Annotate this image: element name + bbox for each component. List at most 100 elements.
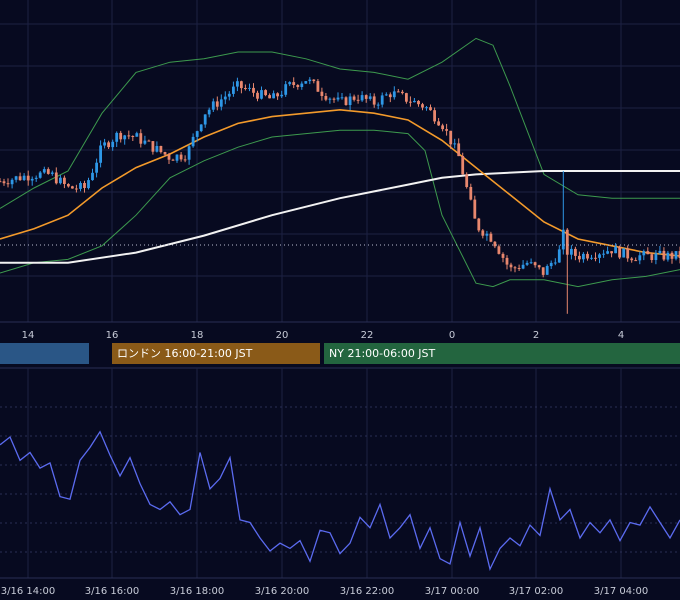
candle-body	[183, 159, 187, 161]
candle-body	[561, 229, 565, 250]
candle-body	[360, 95, 364, 101]
candle-body	[586, 253, 589, 259]
candle-body	[606, 251, 609, 254]
bollinger-bands	[0, 37, 680, 288]
candle-body	[248, 87, 251, 89]
price-axis-tick: 0	[449, 330, 455, 341]
candlesticks	[0, 77, 680, 314]
candle-body	[638, 255, 642, 261]
candle-body	[497, 246, 501, 254]
candle-body	[642, 251, 646, 256]
candle-body	[115, 132, 119, 142]
candle-body	[219, 99, 223, 107]
candle-body	[203, 114, 207, 125]
candle-body	[626, 248, 630, 259]
candle-body	[521, 264, 525, 269]
price-axis-tick: 4	[618, 330, 624, 341]
candle-body	[50, 172, 54, 174]
candle-body	[0, 181, 2, 183]
osc-axis-tick: 3/16 14:00	[1, 586, 55, 597]
candle-body	[602, 253, 605, 255]
candle-body	[630, 258, 634, 261]
candle-body	[38, 172, 42, 178]
candle-body	[284, 84, 288, 95]
candle-body	[529, 262, 533, 264]
candle-body	[276, 93, 279, 97]
osc-axis-tick: 3/16 22:00	[340, 586, 394, 597]
candle-body	[465, 174, 469, 187]
candle-body	[413, 100, 416, 103]
candle-body	[670, 252, 674, 259]
candle-body	[155, 146, 159, 152]
candle-body	[598, 254, 601, 258]
ma-long-line	[0, 170, 680, 264]
candle-body	[453, 143, 457, 145]
oscillator-panel-grid	[0, 368, 680, 578]
candle-body	[244, 88, 247, 89]
candle-body	[533, 262, 537, 266]
candle-body	[473, 199, 477, 219]
session-ny-label: NY 21:00-06:00 JST	[329, 347, 436, 360]
candle-body	[356, 99, 360, 101]
candle-body	[618, 246, 621, 258]
candle-body	[22, 175, 26, 180]
candle-body	[147, 140, 151, 142]
candle-body	[565, 229, 569, 255]
candle-body	[151, 141, 155, 152]
candle-body	[296, 85, 300, 87]
session-ny[interactable]	[324, 343, 680, 364]
candle-body	[143, 140, 147, 144]
candle-body	[388, 94, 392, 98]
candle-body	[332, 98, 336, 100]
candle-body	[227, 93, 231, 97]
session-tokyo[interactable]	[0, 343, 89, 364]
candle-body	[95, 162, 98, 173]
candle-body	[46, 169, 50, 174]
candle-body	[421, 104, 424, 108]
session-london[interactable]	[112, 343, 320, 364]
candle-body	[71, 186, 74, 189]
candle-body	[469, 187, 473, 200]
candle-body	[54, 172, 58, 184]
price-axis-tick: 20	[276, 330, 289, 341]
candle-body	[159, 146, 163, 153]
candle-body	[171, 159, 175, 161]
candle-body	[300, 83, 304, 87]
candle-body	[441, 125, 444, 130]
candle-body	[409, 101, 412, 103]
candle-body	[6, 183, 10, 185]
candle-body	[14, 176, 18, 180]
candle-body	[111, 141, 115, 148]
candle-body	[513, 267, 517, 269]
candle-body	[380, 95, 384, 105]
candle-body	[622, 248, 626, 258]
candle-body	[328, 98, 332, 100]
candle-body	[103, 142, 106, 146]
candle-body	[654, 253, 658, 260]
osc-axis-tick: 3/16 18:00	[170, 586, 224, 597]
candle-body	[211, 101, 215, 110]
candle-body	[578, 255, 581, 260]
candle-body	[324, 96, 328, 100]
candle-body	[481, 230, 485, 236]
candle-body	[42, 169, 46, 173]
candle-body	[292, 82, 296, 85]
candle-body	[304, 81, 308, 84]
candle-body	[215, 101, 219, 107]
candle-body	[2, 181, 6, 184]
price-axis-tick: 16	[106, 330, 119, 341]
price-panel-time-axis: 14 16 18 20 22 0 2 4	[22, 330, 625, 341]
candle-body	[268, 95, 271, 99]
price-axis-tick: 18	[191, 330, 204, 341]
candle-body	[99, 145, 102, 163]
candle-body	[433, 110, 436, 122]
candle-body	[425, 107, 428, 109]
candle-body	[131, 136, 135, 137]
candle-body	[517, 268, 521, 269]
candle-body	[674, 251, 678, 259]
candle-body	[525, 262, 529, 265]
candle-body	[10, 179, 14, 185]
osc-axis-tick: 3/17 00:00	[425, 586, 479, 597]
candle-body	[541, 267, 545, 275]
